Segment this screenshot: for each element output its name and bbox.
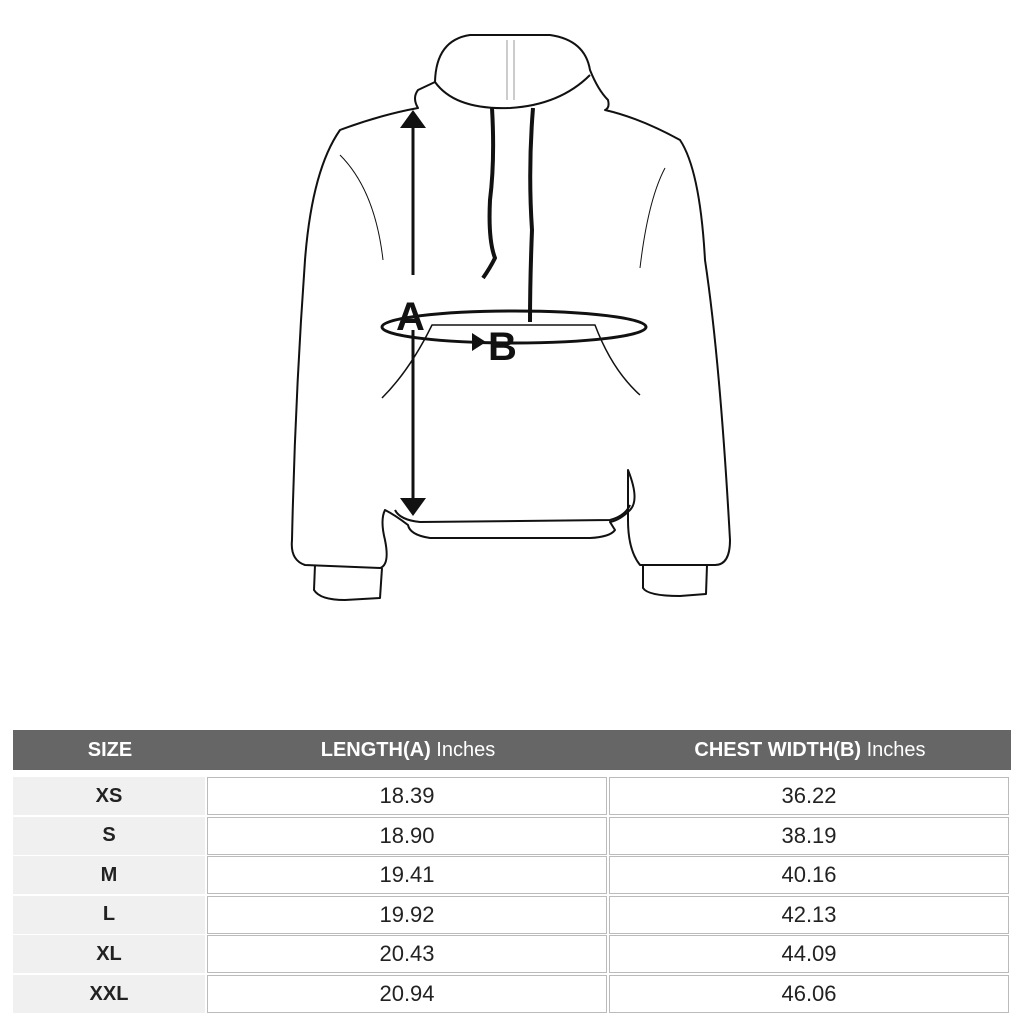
drawstring-left [481,107,497,280]
hood-inner [434,74,591,110]
header-length: LENGTH(A) Inches [207,739,609,762]
length-cell: 19.41 [207,856,607,895]
hoodie-diagram: A B [290,34,731,601]
header-length-unit: Inches [436,738,496,761]
hoodie-body-outline [290,34,731,569]
size-cell: M [13,856,205,895]
header-chest-unit: Inches [866,738,926,761]
chest-cell: 40.16 [609,856,1009,895]
length-cell: 18.90 [207,816,607,855]
arrow-down-icon [400,498,426,516]
left-sleeve-seam [339,154,384,261]
label-b: B [488,325,517,369]
chest-cell: 46.06 [609,975,1009,1013]
table-header: SIZE LENGTH(A) Inches CHEST WIDTH(B) Inc… [13,730,1011,770]
label-a: A [396,295,425,339]
table-row: L 19.92 42.13 [13,895,1011,934]
size-cell: XS [13,777,205,815]
length-cell: 18.39 [207,777,607,815]
header-chest-label: CHEST WIDTH(B) [694,738,862,761]
drawstring-right [528,107,535,323]
arrow-up-icon [400,110,426,128]
table-row: XXL 20.94 46.06 [13,975,1011,1013]
length-cell: 19.92 [207,895,607,934]
table-row: XS 18.39 36.22 [13,777,1011,815]
chest-measure-ellipse [380,309,648,345]
size-cell: L [13,895,205,934]
size-cell: XL [13,935,205,974]
hood-center-seams [506,40,515,100]
header-length-label: LENGTH(A) [320,738,431,761]
left-cuff [313,564,383,601]
size-cell: XXL [13,975,205,1013]
chest-cell: 44.09 [609,935,1009,974]
chest-cell: 36.22 [609,777,1009,815]
length-cell: 20.94 [207,975,607,1013]
header-size: SIZE [87,738,133,761]
chest-cell: 42.13 [609,895,1009,934]
header-chest: CHEST WIDTH(B) Inches [609,739,1011,762]
table-row: S 18.90 38.19 [13,816,1011,855]
table-row: M 19.41 40.16 [13,856,1011,895]
right-cuff [642,564,708,597]
pocket [381,324,641,399]
right-sleeve-seam [639,167,666,269]
arrow-right-icon [472,333,486,351]
length-cell: 20.43 [207,935,607,974]
size-cell: S [13,816,205,855]
table-row: XL 20.43 44.09 [13,935,1011,974]
chest-cell: 38.19 [609,816,1009,855]
waistband [394,504,631,523]
